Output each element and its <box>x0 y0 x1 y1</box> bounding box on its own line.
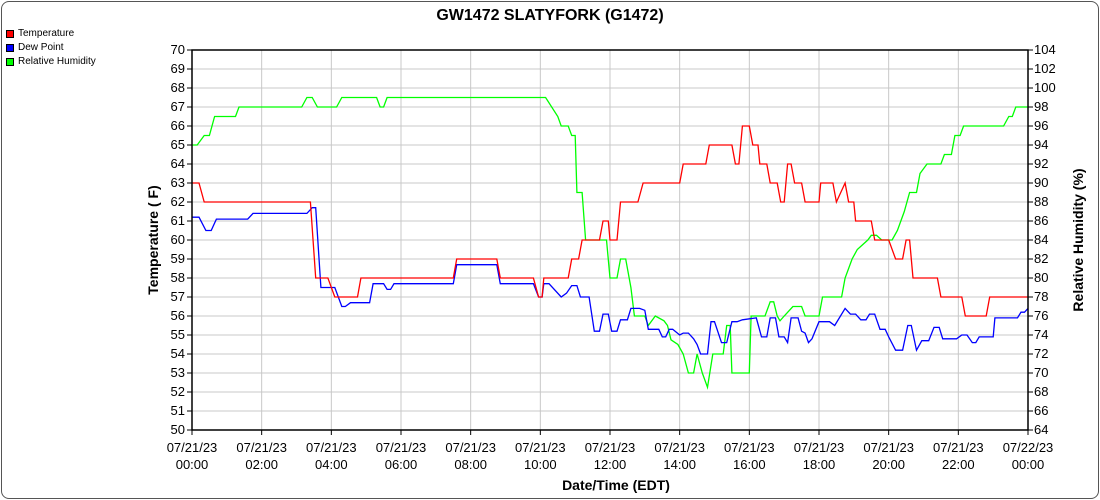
y-tick-label-right: 64 <box>1034 422 1048 437</box>
x-tick-label-date: 07/21/23 <box>863 440 914 455</box>
legend-item-relative-humidity: Relative Humidity <box>6 55 96 69</box>
x-tick-label-time: 10:00 <box>524 457 557 472</box>
y-tick-label-left: 70 <box>171 42 185 57</box>
y-tick-label-right: 88 <box>1034 194 1048 209</box>
y-tick-label-left: 65 <box>171 137 185 152</box>
legend-item-temperature: Temperature <box>6 27 96 41</box>
series-line-dew-point <box>192 207 1029 355</box>
x-tick-label-time: 12:00 <box>594 457 627 472</box>
x-axis-label: Date/Time (EDT) <box>562 477 670 493</box>
y-tick-label-left: 55 <box>171 327 185 342</box>
y-tick-label-right: 94 <box>1034 137 1048 152</box>
x-tick-label-date: 07/21/23 <box>306 440 357 455</box>
x-tick-label-time: 14:00 <box>663 457 696 472</box>
y-tick-label-left: 54 <box>171 346 185 361</box>
legend-swatch <box>6 58 14 66</box>
y-tick-label-right: 104 <box>1034 42 1056 57</box>
y-axis-left-label: Temperature ( F) <box>145 185 161 294</box>
y-tick-label-left: 66 <box>171 118 185 133</box>
legend-item-dew-point: Dew Point <box>6 41 96 55</box>
y-tick-label-left: 67 <box>171 99 185 114</box>
y-tick-label-left: 68 <box>171 80 185 95</box>
y-tick-label-left: 62 <box>171 194 185 209</box>
y-tick-label-right: 102 <box>1034 61 1056 76</box>
x-tick-label-time: 08:00 <box>454 457 487 472</box>
y-tick-label-left: 63 <box>171 175 185 190</box>
plot-area-border <box>191 49 1029 431</box>
x-tick-label-time: 02:00 <box>245 457 278 472</box>
y-tick-label-left: 56 <box>171 308 185 323</box>
y-tick-label-right: 66 <box>1034 403 1048 418</box>
y-tick-label-right: 86 <box>1034 213 1048 228</box>
legend-label: Temperature <box>18 28 75 39</box>
legend-label: Relative Humidity <box>18 56 96 67</box>
y-tick-label-right: 96 <box>1034 118 1048 133</box>
y-tick-label-left: 58 <box>171 270 185 285</box>
x-tick-label-time: 22:00 <box>942 457 975 472</box>
x-tick-label-time: 20:00 <box>872 457 905 472</box>
x-tick-label-time: 18:00 <box>803 457 836 472</box>
y-tick-label-left: 57 <box>171 289 185 304</box>
y-tick-label-left: 52 <box>171 384 185 399</box>
x-tick-label-date: 07/21/23 <box>933 440 984 455</box>
series-line-temperature <box>192 125 1028 317</box>
y-tick-label-right: 74 <box>1034 327 1048 342</box>
y-tick-label-left: 61 <box>171 213 185 228</box>
x-tick-label-time: 00:00 <box>176 457 209 472</box>
x-tick-label-date: 07/22/23 <box>1003 440 1054 455</box>
x-tick-label-time: 04:00 <box>315 457 348 472</box>
y-tick-label-right: 82 <box>1034 251 1048 266</box>
y-tick-label-right: 100 <box>1034 80 1056 95</box>
legend: Temperature Dew Point Relative Humidity <box>6 27 96 69</box>
y-tick-label-right: 78 <box>1034 289 1048 304</box>
y-tick-label-right: 92 <box>1034 156 1048 171</box>
x-tick-label-time: 06:00 <box>385 457 418 472</box>
x-tick-label-date: 07/21/23 <box>376 440 427 455</box>
y-tick-label-left: 59 <box>171 251 185 266</box>
x-tick-label-date: 07/21/23 <box>724 440 775 455</box>
y-tick-label-left: 60 <box>171 232 185 247</box>
y-tick-label-left: 69 <box>171 61 185 76</box>
legend-swatch <box>6 44 14 52</box>
y-tick-label-right: 84 <box>1034 232 1048 247</box>
x-tick-label-date: 07/21/23 <box>515 440 566 455</box>
x-tick-label-date: 07/21/23 <box>445 440 496 455</box>
x-tick-label-date: 07/21/23 <box>794 440 845 455</box>
x-tick-label-date: 07/21/23 <box>585 440 636 455</box>
x-tick-label-time: 00:00 <box>1012 457 1045 472</box>
y-tick-label-left: 51 <box>171 403 185 418</box>
x-tick-label-date: 07/21/23 <box>654 440 705 455</box>
chart-title: GW1472 SLATYFORK (G1472) <box>436 7 663 24</box>
x-tick-label-time: 16:00 <box>733 457 766 472</box>
y-tick-label-left: 64 <box>171 156 185 171</box>
y-tick-label-right: 98 <box>1034 99 1048 114</box>
y-tick-label-left: 53 <box>171 365 185 380</box>
y-tick-label-right: 76 <box>1034 308 1048 323</box>
y-tick-label-right: 80 <box>1034 270 1048 285</box>
y-tick-label-right: 70 <box>1034 365 1048 380</box>
series-line-relative-humidity <box>192 96 1028 390</box>
y-tick-label-right: 90 <box>1034 175 1048 190</box>
y-axis-right-label: Relative Humidity (%) <box>1070 168 1086 311</box>
y-tick-label-left: 50 <box>171 422 185 437</box>
x-tick-label-date: 07/21/23 <box>236 440 287 455</box>
legend-swatch <box>6 30 14 38</box>
x-tick-label-date: 07/21/23 <box>167 440 218 455</box>
legend-label: Dew Point <box>18 42 64 53</box>
y-tick-label-right: 72 <box>1034 346 1048 361</box>
y-tick-label-right: 68 <box>1034 384 1048 399</box>
